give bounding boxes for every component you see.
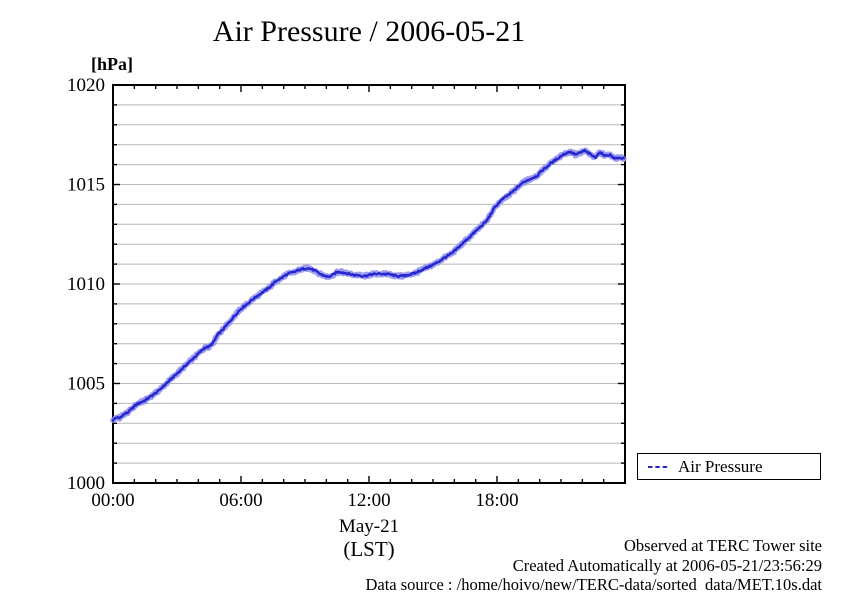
x-tick-label: 06:00 xyxy=(219,490,262,511)
legend-box: Air Pressure xyxy=(637,453,821,480)
y-tick-label: 1020 xyxy=(67,75,105,96)
chart-title: Air Pressure / 2006-05-21 xyxy=(212,15,526,48)
x-axis-timezone-label: (LST) xyxy=(343,537,395,561)
y-tick-label: 1010 xyxy=(67,274,105,295)
legend-label: Air Pressure xyxy=(678,456,763,476)
x-tick-label: 00:00 xyxy=(91,490,134,511)
annotation-data-source: Data source : /home/hoivo/new/TERC-data/… xyxy=(365,575,822,594)
annotation-observed-site: Observed at TERC Tower site xyxy=(623,536,822,555)
y-tick-label: 1000 xyxy=(67,473,105,494)
pressure-curve xyxy=(111,148,626,423)
legend-line-marker xyxy=(648,465,668,468)
y-axis-unit-label: [hPa] xyxy=(91,54,133,74)
x-tick-label: 18:00 xyxy=(475,490,518,511)
x-axis-date-label: May-21 xyxy=(338,516,400,537)
pressure-curve-halo xyxy=(110,147,627,423)
y-tick-label: 1015 xyxy=(67,175,105,196)
y-tick-label: 1005 xyxy=(67,374,105,395)
x-tick-label: 12:00 xyxy=(347,490,390,511)
annotation-created-timestamp: Created Automatically at 2006-05-21/23:5… xyxy=(512,556,822,575)
